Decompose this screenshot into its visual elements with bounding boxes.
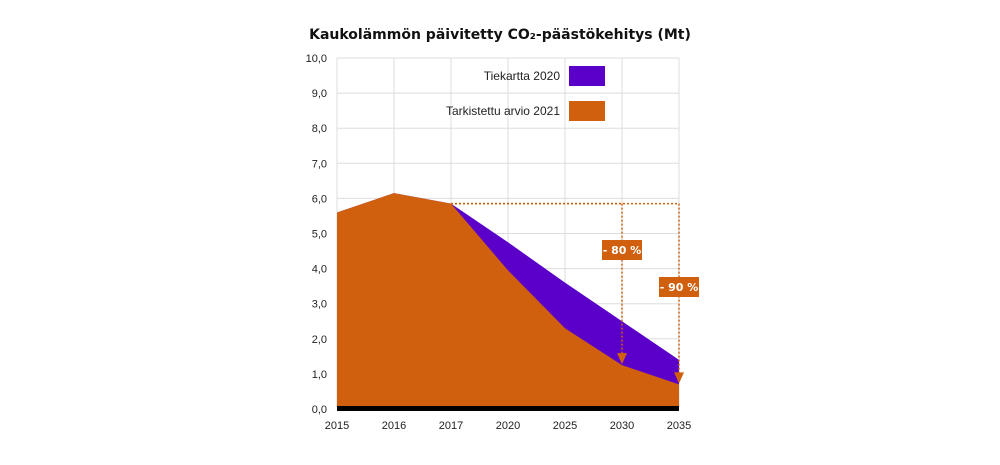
annotation-layer: - 80 % - 90 % [451,202,699,384]
annotation-badge [602,240,642,260]
y-tick-label: 4,0 [312,264,327,276]
axis-layer: 0,0 1,0 2,0 3,0 4,0 5,0 6,0 7,0 8,0 9,0 10,0 2015 20… [306,53,692,432]
y-tick-label: 3,0 [312,299,327,311]
y-tick-label: 2,0 [312,334,327,346]
y-tick-label: 0,0 [312,404,327,416]
y-tick-label: 10,0 [306,53,327,65]
y-tick-label: 5,0 [312,229,327,241]
x-tick-label: 2015 [325,420,349,432]
legend-swatch [569,66,605,86]
x-tick-label: 2025 [553,420,577,432]
series-area-2 [337,193,679,409]
x-tick-label: 2017 [439,420,463,432]
annotation-label: - 80 % [603,244,642,257]
x-tick-label: 2016 [382,420,406,432]
y-tick-label: 9,0 [312,88,327,100]
annotation-badge [659,277,699,297]
x-tick-label: 2035 [667,420,691,432]
y-tick-label: 7,0 [312,158,327,170]
x-tick-label: 2020 [496,420,520,432]
legend-label: Tiekartta 2020 [484,69,561,83]
annotation-arrowhead [617,353,627,365]
x-tick-label: 2030 [610,420,634,432]
x-axis-baseline [337,406,679,411]
area-layer [337,193,679,409]
annotation-label: - 90 % [660,281,699,294]
annotation-arrowhead [674,372,684,384]
y-tick-label: 6,0 [312,193,327,205]
legend-swatch [569,101,605,121]
y-tick-label: 1,0 [312,369,327,381]
y-tick-label: 8,0 [312,123,327,135]
chart-title: Kaukolämmön päivitetty CO₂-päästökehitys… [309,27,691,43]
legend: Tiekartta 2020 Tarkistettu arvio 2021 [446,66,605,121]
legend-label: Tarkistettu arvio 2021 [446,104,560,118]
